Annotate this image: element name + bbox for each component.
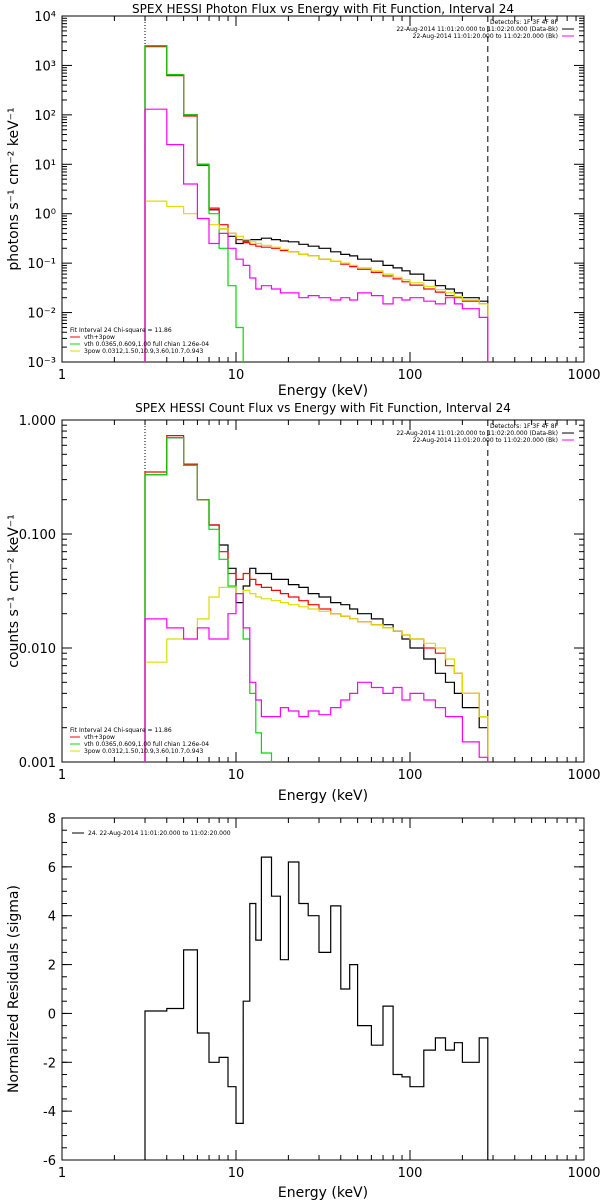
- x-tick-label: 1000: [567, 768, 600, 783]
- x-axis-label: Energy (keV): [278, 788, 368, 804]
- x-tick-label: 1000: [567, 368, 600, 383]
- y-tick-label: 10⁻²: [27, 307, 56, 322]
- chart-panel-2: SPEX HESSI Count Flux vs Energy with Fit…: [6, 401, 600, 804]
- x-tick-label: 1: [58, 368, 66, 383]
- y-tick-label: 8: [48, 812, 56, 827]
- legend-entry: 24. 22-Aug-2014 11:01:20.000 to 11:02:20…: [88, 830, 231, 837]
- series-0-line: [144, 45, 489, 362]
- legend-fit-component: 3pow 0.0312,1.50,10.9,3.60,10.7,0.943: [84, 748, 203, 755]
- series-3-line: [144, 200, 489, 362]
- y-tick-label: 10⁻¹: [27, 257, 56, 272]
- y-axis-label: Normalized Residuals (sigma): [6, 885, 22, 1093]
- legend-entry: 22-Aug-2014 11:01:20.000 to 11:02:20.000…: [413, 437, 558, 444]
- series-1-line: [144, 435, 489, 762]
- x-tick-label: 100: [398, 768, 423, 783]
- y-tick-label: 10²: [34, 109, 56, 124]
- series-2-line: [144, 45, 244, 362]
- x-tick-label: 10: [228, 768, 245, 783]
- plot-frame: [61, 419, 585, 763]
- y-tick-label: 10⁴: [34, 10, 56, 25]
- x-axis-label: Energy (keV): [278, 383, 368, 399]
- x-tick-label: 10: [228, 368, 245, 383]
- chart-title: SPEX HESSI Photon Flux vs Energy with Fi…: [132, 2, 514, 16]
- x-axis-label: Energy (keV): [278, 1185, 368, 1200]
- y-tick-label: -4: [43, 1105, 56, 1120]
- y-axis-label: photons s⁻¹ cm⁻² keV⁻¹: [6, 107, 22, 270]
- series-1-line: [144, 46, 489, 362]
- chart-title: SPEX HESSI Count Flux vs Energy with Fit…: [135, 401, 511, 415]
- plot-frame: [61, 15, 585, 363]
- x-tick-label: 100: [398, 368, 423, 383]
- legend-fit-component: 3pow 0.0312,1.50,10.9,3.60,10.7,0.943: [84, 348, 203, 355]
- legend-entry: 22-Aug-2014 11:01:20.000 to 11:02:20.000…: [396, 26, 558, 33]
- series-4-line: [144, 593, 489, 762]
- chart-panel-1: SPEX HESSI Photon Flux vs Energy with Fi…: [6, 2, 600, 399]
- legend-detectors: Detectors: 1F 3F 4F 8F: [490, 19, 559, 26]
- plot-frame: [61, 817, 585, 1161]
- legend-entry: 22-Aug-2014 11:01:20.000 to 11:02:20.000…: [413, 33, 558, 40]
- legend-fit-component: vth 0.0365,0.609,1.00 full chian 1.26e-0…: [84, 341, 209, 348]
- series-4-line: [144, 108, 489, 362]
- y-tick-label: -2: [43, 1056, 56, 1071]
- legend-detectors: Detectors: 1F 3F 4F 8F: [490, 423, 559, 430]
- y-tick-label: 0: [48, 1007, 56, 1022]
- legend-fit-component: vth+3pow: [84, 334, 115, 341]
- series-0-line: [144, 437, 489, 762]
- y-tick-label: 10⁰: [34, 208, 56, 223]
- y-tick-label: 10³: [34, 59, 56, 74]
- y-tick-label: 10⁻³: [27, 356, 56, 371]
- y-tick-label: 10¹: [34, 158, 56, 173]
- x-tick-label: 1: [58, 1166, 66, 1181]
- y-tick-label: 0.001: [19, 756, 56, 771]
- y-tick-label: 0.100: [19, 528, 56, 543]
- legend-fit-interval: Fit Interval 24 Chi-square = 11.86: [70, 327, 172, 334]
- y-tick-label: 1.000: [19, 414, 56, 429]
- y-axis-label: counts s⁻¹ cm⁻² keV⁻¹: [6, 514, 22, 668]
- x-tick-label: 1000: [567, 1166, 600, 1181]
- y-tick-label: 4: [48, 910, 56, 925]
- x-tick-label: 100: [398, 1166, 423, 1181]
- y-tick-label: 0.010: [19, 642, 56, 657]
- y-tick-label: 6: [48, 861, 56, 876]
- y-tick-label: 2: [48, 959, 56, 974]
- series-0-line: [144, 856, 489, 1160]
- x-tick-label: 1: [58, 768, 66, 783]
- legend-entry: 22-Aug-2014 11:01:20.000 to 11:02:20.000…: [396, 430, 558, 437]
- series-3-line: [144, 586, 489, 762]
- x-tick-label: 10: [228, 1166, 245, 1181]
- legend-fit-interval: Fit Interval 24 Chi-square = 11.86: [70, 727, 172, 734]
- chart-panel-3: 1 10 100 1000 -6 -4 -2 0 2 4 6 8 Energy (keV) Normali…: [6, 812, 600, 1200]
- legend-fit-component: vth+3pow: [84, 734, 115, 741]
- legend-fit-component: vth 0.0365,0.609,1.00 full chian 1.26e-0…: [84, 741, 209, 748]
- y-tick-label: -6: [43, 1154, 56, 1169]
- series-2-line: [144, 437, 273, 762]
